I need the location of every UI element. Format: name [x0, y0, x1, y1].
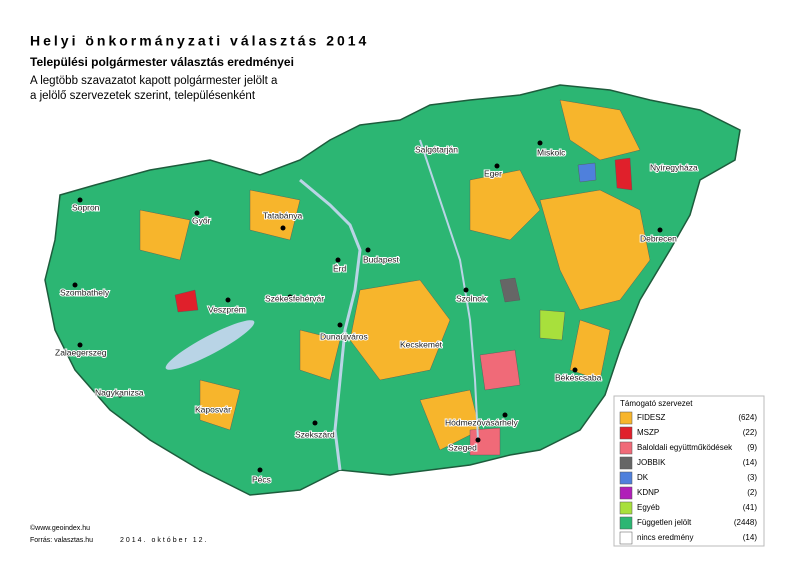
legend-label: nincs eredmény: [637, 533, 693, 542]
city-dot: [494, 163, 500, 169]
city-label: Sopron: [72, 202, 100, 212]
description: a jelölő szervezetek szerint, települése…: [30, 90, 256, 102]
city-dot: [77, 342, 83, 348]
legend-label: KDNP: [637, 488, 659, 497]
city-dot: [117, 392, 123, 398]
city-label: Székesfehérvár: [265, 293, 324, 303]
cities: Salgótarján Miskolc Eger Nyíregyháza Sopron G…: [54, 140, 699, 485]
city-dot: [287, 294, 293, 300]
city-label: Érd: [333, 263, 347, 273]
legend-box: [613, 395, 765, 547]
legend-count: (2448): [734, 518, 757, 527]
legend-swatch: [619, 456, 633, 470]
copyright: ©www.geoindex.hu: [30, 524, 90, 532]
legend-count: (14): [743, 458, 758, 467]
city-dot: [502, 412, 508, 418]
city-dot: [432, 147, 438, 153]
legend-count: (2): [747, 488, 757, 497]
subtitle: Települési polgármester választás eredmé…: [30, 55, 294, 69]
legend-count: (3): [747, 473, 757, 482]
legend-swatch: [619, 441, 633, 455]
city-label: Szombathely: [60, 287, 110, 297]
city-dot: [72, 282, 78, 288]
legend-label: Baloldali együttműködések: [637, 443, 733, 452]
city-dot: [225, 297, 231, 303]
city-label: Eger: [484, 168, 502, 178]
legend-title: Támogató szervezet: [620, 399, 693, 408]
city-label: Szolnok: [456, 293, 487, 303]
city-label: Salgótarján: [415, 144, 458, 154]
city-label: Kaposvár: [195, 404, 231, 414]
legend-count: (624): [738, 413, 757, 422]
danube: [299, 178, 362, 471]
legend-label: Független jelölt: [637, 518, 692, 527]
city-dot: [572, 367, 578, 373]
city-label: Tatabánya: [263, 210, 302, 220]
legend-swatch: [619, 486, 633, 500]
legend-swatch: [619, 471, 633, 485]
description: A legtöbb szavazatot kapott polgármester…: [30, 75, 278, 87]
date: 2014. október 12.: [120, 537, 209, 544]
city-label: Szekszárd: [295, 429, 335, 439]
city-dot: [652, 164, 658, 170]
city-label: Dunaújváros: [320, 331, 368, 341]
legend-count: (41): [743, 503, 758, 512]
legend-count: (9): [747, 443, 757, 452]
legend-label: DK: [637, 473, 649, 482]
legend-swatch: [619, 426, 633, 440]
city-dot: [207, 407, 213, 413]
city-dot: [417, 342, 423, 348]
city-label: Debrecen: [640, 233, 677, 243]
city-label: Pécs: [252, 474, 271, 484]
city-dot: [337, 322, 343, 328]
legend-swatch: [619, 516, 633, 530]
fidesz-areas: [139, 99, 651, 451]
city-dot: [257, 467, 263, 473]
city-dot: [280, 225, 286, 231]
city-dot: [194, 210, 200, 216]
source: Forrás: valasztas.hu: [30, 537, 93, 544]
city-dot: [537, 140, 543, 146]
city-dot: [657, 227, 663, 233]
city-dot: [475, 437, 481, 443]
city-dot: [365, 247, 371, 253]
city-label: Veszprém: [208, 304, 246, 314]
city-label: Nyíregyháza: [650, 162, 698, 172]
legend-swatch: [619, 501, 633, 515]
city-label: Nagykanizsa: [95, 387, 144, 397]
city-label: Békéscsaba: [555, 372, 602, 382]
legend: FIDESZ (624) MSZP (22) Baloldali együttműköd…: [619, 411, 758, 545]
city-dot: [335, 257, 341, 263]
city-label: Zalaegerszeg: [55, 347, 107, 357]
city-dot: [77, 197, 83, 203]
lake-balaton: [165, 320, 255, 370]
title: Helyi önkormányzati választás 2014: [30, 33, 369, 49]
city-label: Szeged: [448, 442, 477, 452]
city-label: Miskolc: [537, 147, 566, 157]
legend-label: FIDESZ: [637, 413, 666, 422]
legend-label: JOBBIK: [637, 458, 666, 467]
city-label: Kecskemét: [400, 339, 443, 349]
city-label: Győr: [192, 215, 211, 225]
legend-swatch: [619, 531, 633, 545]
legend-swatch: [619, 411, 633, 425]
legend-count: (14): [743, 533, 758, 542]
city-label: Hódmezővásárhely: [445, 417, 519, 427]
city-dot: [312, 420, 318, 426]
legend-label: Egyéb: [637, 503, 660, 512]
legend-count: (22): [743, 428, 758, 437]
city-label: Budapest: [363, 254, 400, 264]
city-dot: [463, 287, 469, 293]
legend-label: MSZP: [637, 428, 659, 437]
